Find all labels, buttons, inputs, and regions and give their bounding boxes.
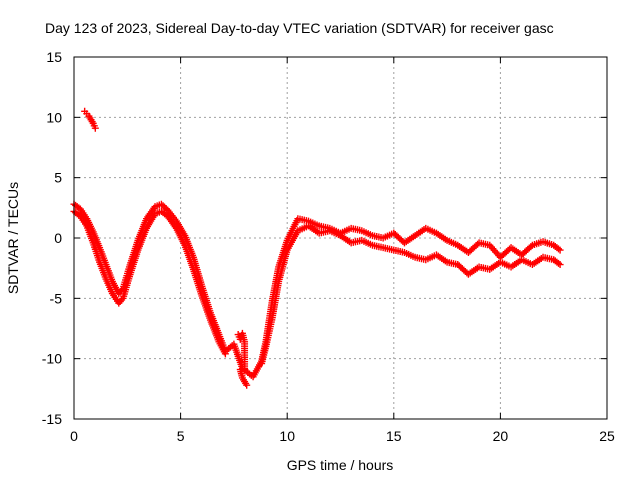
axis-ticks: 0 5 10 15 20 25 -15 -10 -5 0 5 10 15 (42, 49, 615, 444)
data-points (70, 107, 564, 389)
y-axis-label: SDTVAR / TECUs (5, 182, 21, 294)
x-tick-label: 25 (599, 428, 615, 444)
data-point (221, 350, 229, 358)
data-point (556, 261, 564, 269)
y-tick-label: 5 (54, 170, 62, 186)
data-point (527, 243, 535, 251)
data-point (243, 381, 251, 389)
data-point (554, 245, 562, 253)
data-point (91, 124, 99, 132)
data-point (556, 246, 564, 254)
x-tick-label: 15 (386, 428, 402, 444)
data-point (554, 259, 562, 267)
y-tick-label: -10 (42, 351, 62, 367)
y-tick-label: 10 (46, 109, 62, 125)
y-tick-label: -15 (42, 411, 62, 427)
x-axis-label: GPS time / hours (287, 457, 394, 473)
data-point (118, 296, 126, 304)
x-tick-label: 5 (177, 428, 185, 444)
chart-title: Day 123 of 2023, Sidereal Day-to-day VTE… (45, 20, 554, 36)
y-tick-label: 0 (54, 230, 62, 246)
x-tick-label: 10 (279, 428, 295, 444)
y-tick-label: -5 (50, 290, 63, 306)
x-tick-label: 0 (70, 428, 78, 444)
y-tick-label: 15 (46, 49, 62, 65)
x-tick-label: 20 (493, 428, 509, 444)
